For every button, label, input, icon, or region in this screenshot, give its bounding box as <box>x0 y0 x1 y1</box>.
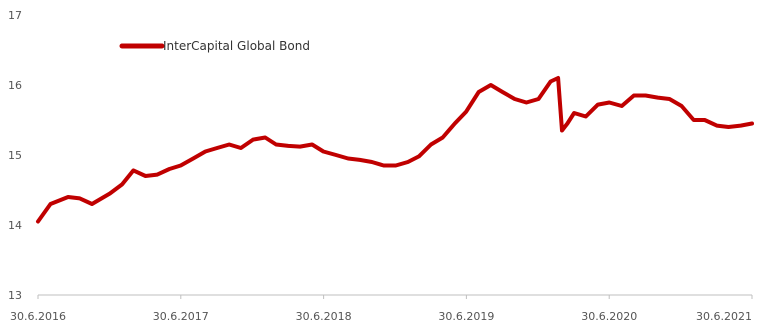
y-tick-label: 13 <box>8 289 22 302</box>
legend: InterCapital Global Bond <box>119 39 310 53</box>
series-layer <box>36 76 754 224</box>
y-tick-label: 14 <box>8 219 22 232</box>
x-tick-label: 30.6.2018 <box>296 310 352 323</box>
x-tick-label: 30.6.2016 <box>10 310 66 323</box>
x-axis-ticks: 30.6.2016 30.6.2017 30.6.2018 30.6.2019 30.6… <box>10 295 753 323</box>
series-line <box>36 76 754 224</box>
y-tick-label: 16 <box>8 79 22 92</box>
legend-label: InterCapital Global Bond <box>163 39 310 53</box>
y-tick-label: 15 <box>8 149 22 162</box>
y-axis-ticks: 13 14 15 16 17 <box>8 9 22 302</box>
x-tick-label: 30.6.2020 <box>581 310 637 323</box>
x-tick-label: 30.6.2021 <box>696 310 752 323</box>
y-tick-label: 17 <box>8 9 22 22</box>
x-tick-label: 30.6.2019 <box>438 310 494 323</box>
x-tick-label: 30.6.2017 <box>153 310 209 323</box>
